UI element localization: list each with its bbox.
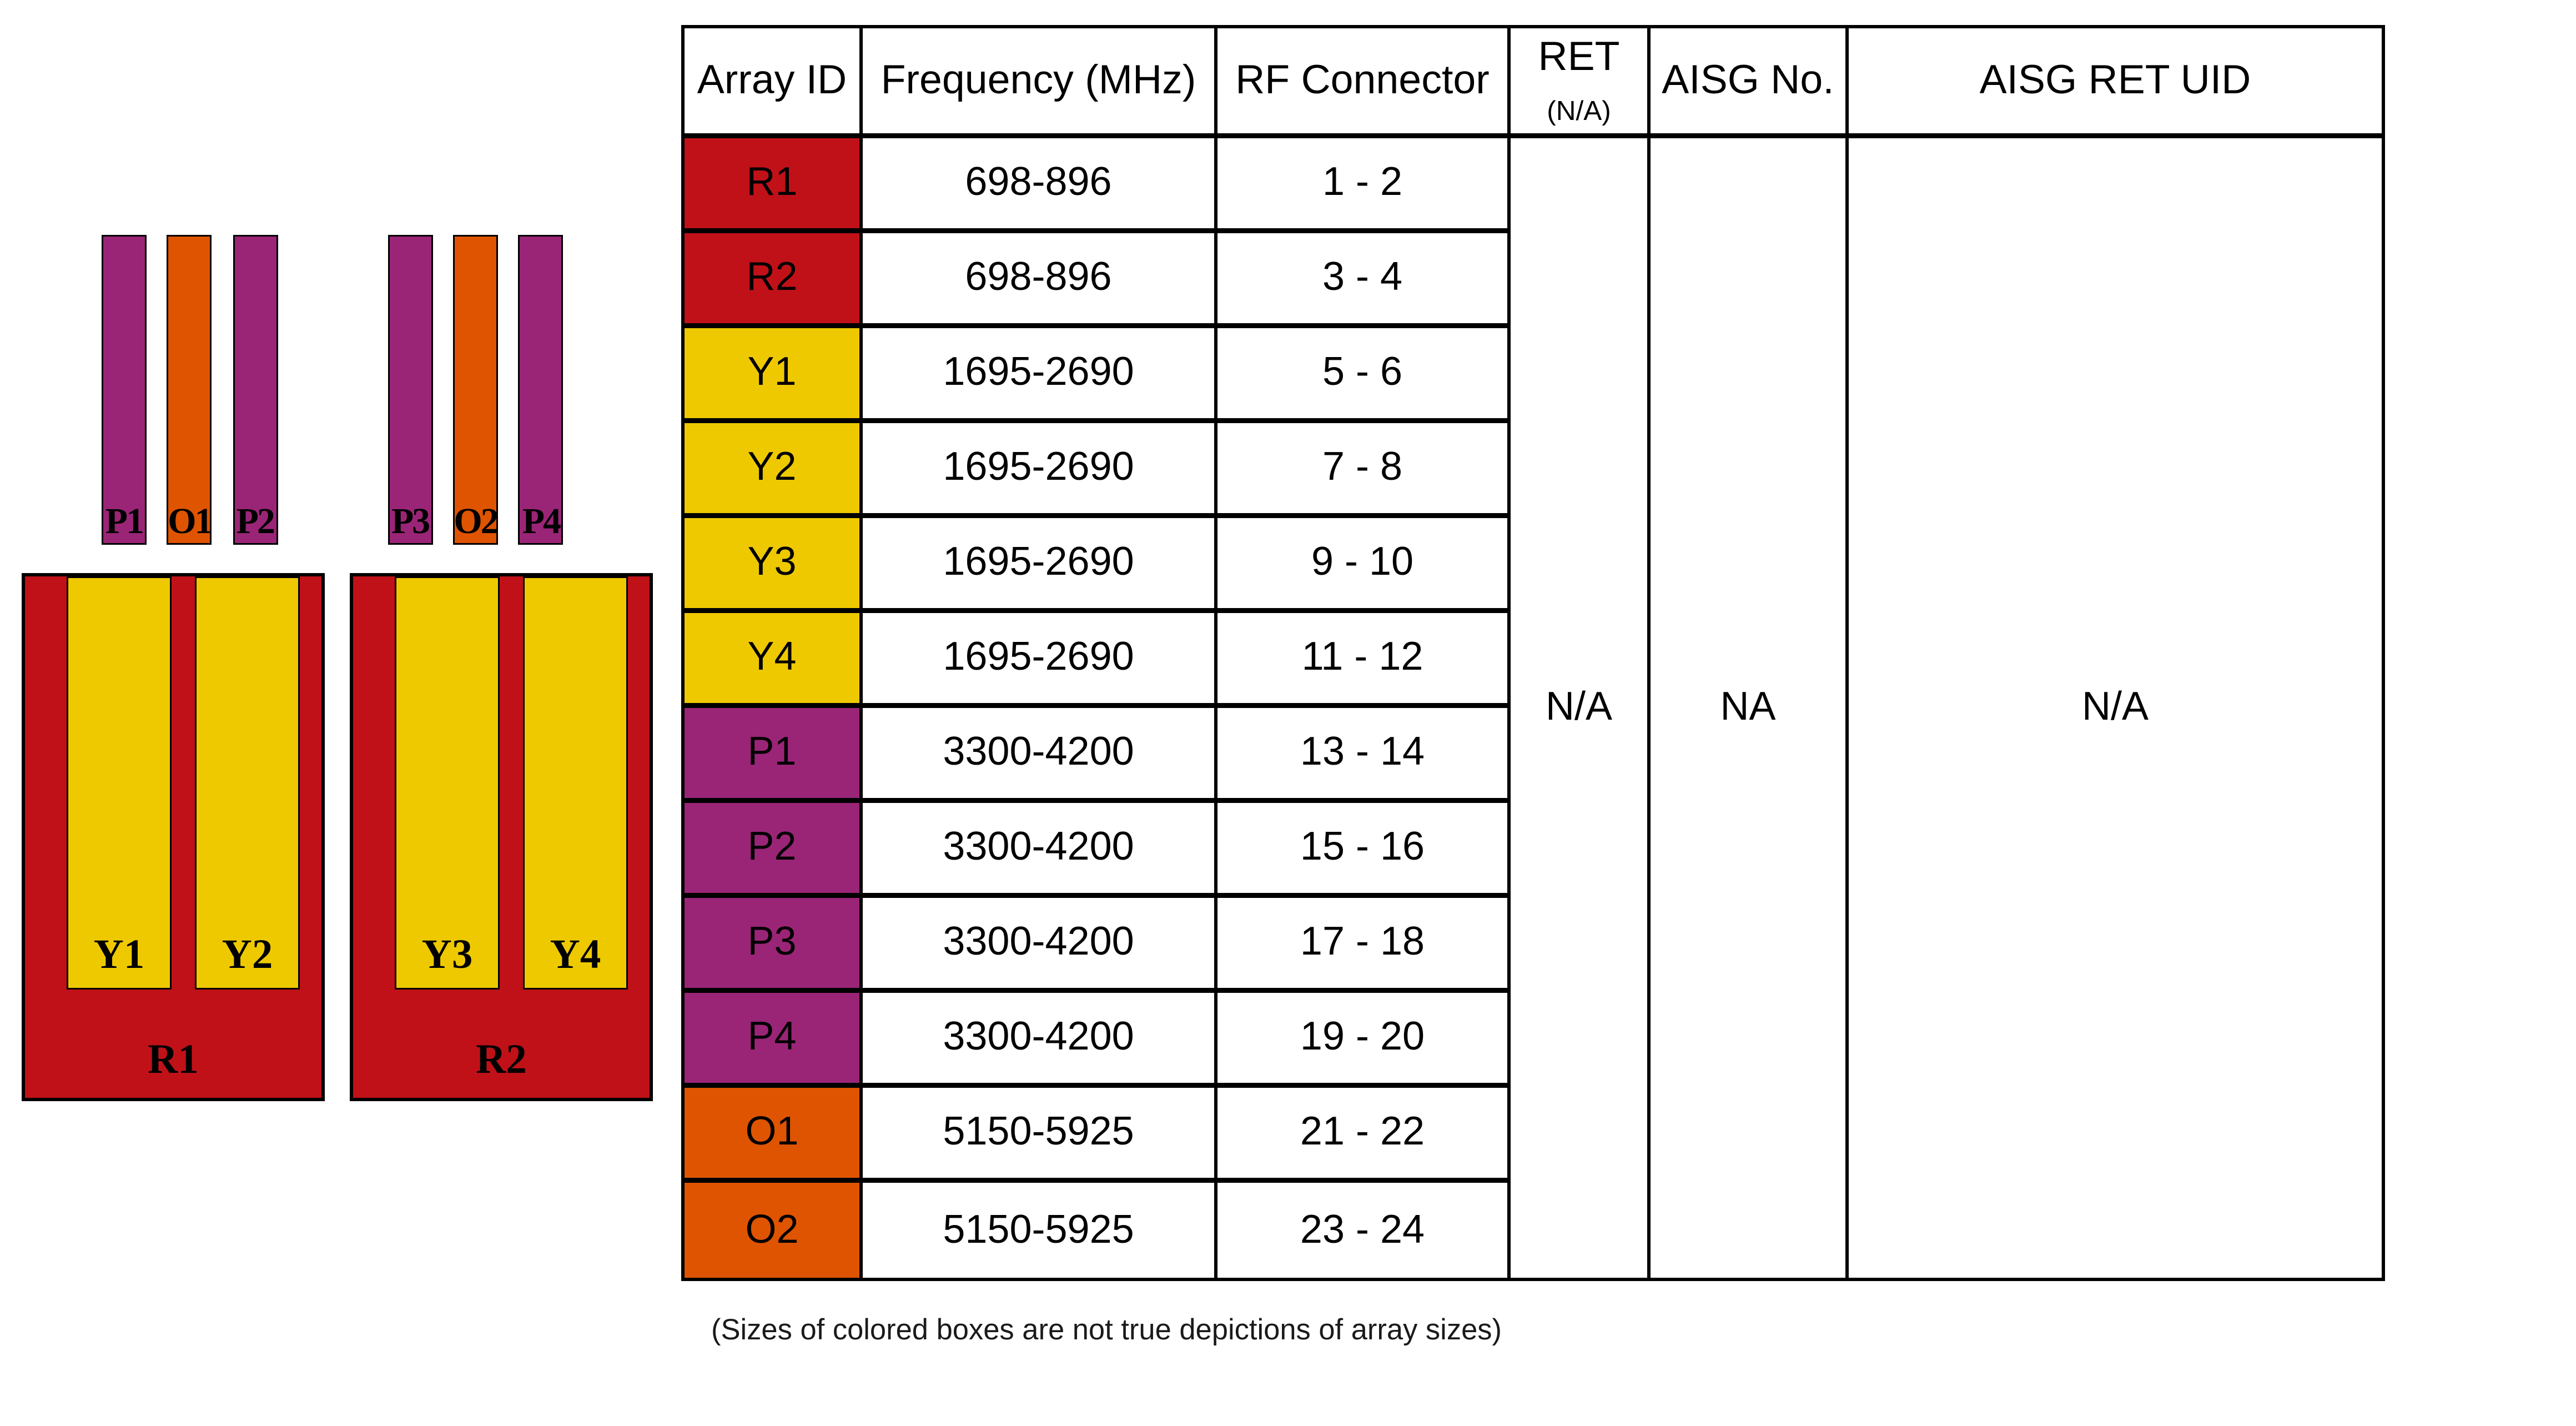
cell-rf-connector-P3: 17 - 18 bbox=[1217, 898, 1511, 993]
array-bar-label: P1 bbox=[105, 500, 144, 541]
array-box-y2: Y2 bbox=[195, 576, 300, 990]
cell-rf-connector-Y4: 11 - 12 bbox=[1217, 613, 1511, 708]
cell-array-id-Y2: Y2 bbox=[685, 423, 863, 518]
cell-rf-connector-P1: 13 - 14 bbox=[1217, 708, 1511, 803]
cell-frequency-P2: 3300-4200 bbox=[863, 803, 1217, 898]
array-box-y3: Y3 bbox=[395, 576, 500, 990]
cell-rf-connector-Y1: 5 - 6 bbox=[1217, 328, 1511, 423]
array-bar-p4: P4 bbox=[518, 235, 564, 545]
cell-frequency-O1: 5150-5925 bbox=[863, 1088, 1217, 1183]
array-bar-label: P3 bbox=[391, 500, 430, 541]
cell-array-id-O1: O1 bbox=[685, 1088, 863, 1183]
array-bar-o1: O1 bbox=[167, 235, 213, 545]
array-bar-label: O2 bbox=[454, 500, 499, 541]
cell-array-id-R2: R2 bbox=[685, 233, 863, 328]
cell-frequency-Y4: 1695-2690 bbox=[863, 613, 1217, 708]
merged-cell-aisg-ret-uid: N/A bbox=[2081, 685, 2149, 730]
cell-rf-connector-O2: 23 - 24 bbox=[1217, 1183, 1511, 1278]
header-aisg-ret-uid: AISG RET UID bbox=[1849, 28, 2382, 138]
cell-frequency-Y2: 1695-2690 bbox=[863, 423, 1217, 518]
array-spec-table: Array ID Frequency (MHz) RF Connector RE… bbox=[681, 25, 2385, 1281]
header-array-id: Array ID bbox=[685, 28, 863, 138]
cell-rf-connector-R1: 1 - 2 bbox=[1217, 138, 1511, 233]
cell-rf-connector-P4: 19 - 20 bbox=[1217, 993, 1511, 1088]
header-ret: RET (N/A) bbox=[1511, 28, 1651, 138]
header-rf-connector: RF Connector bbox=[1217, 28, 1511, 138]
array-box-label: Y2 bbox=[222, 933, 273, 978]
header-ret-sub: (N/A) bbox=[1547, 96, 1611, 126]
header-frequency: Frequency (MHz) bbox=[863, 28, 1217, 138]
cell-array-id-O2: O2 bbox=[685, 1183, 863, 1278]
cell-array-id-P3: P3 bbox=[685, 898, 863, 993]
cell-frequency-Y1: 1695-2690 bbox=[863, 328, 1217, 423]
array-bar-label: P2 bbox=[236, 500, 275, 541]
array-bar-p3: P3 bbox=[388, 235, 433, 545]
array-bar-p2: P2 bbox=[232, 235, 278, 545]
header-aisg-no: AISG No. bbox=[1651, 28, 1849, 138]
cell-frequency-O2: 5150-5925 bbox=[863, 1183, 1217, 1278]
cell-rf-connector-P2: 15 - 16 bbox=[1217, 803, 1511, 898]
cell-array-id-R1: R1 bbox=[685, 138, 863, 233]
array-box-label: Y1 bbox=[93, 933, 145, 978]
array-panel-label: R2 bbox=[476, 1038, 527, 1083]
cell-rf-connector-Y3: 9 - 10 bbox=[1217, 518, 1511, 613]
array-box-y4: Y4 bbox=[523, 576, 628, 990]
cell-array-id-P1: P1 bbox=[685, 708, 863, 803]
cell-array-id-Y4: Y4 bbox=[685, 613, 863, 708]
merged-cell-aisg-no: NA bbox=[1651, 138, 1849, 1278]
size-disclaimer-note: (Sizes of colored boxes are not true dep… bbox=[711, 1313, 1502, 1346]
array-box-y1: Y1 bbox=[67, 576, 172, 990]
header-ret-title: RET bbox=[1538, 34, 1620, 79]
cell-frequency-P4: 3300-4200 bbox=[863, 993, 1217, 1088]
array-bar-o2: O2 bbox=[453, 235, 499, 545]
cell-array-id-Y1: Y1 bbox=[685, 328, 863, 423]
array-box-label: Y3 bbox=[421, 933, 473, 978]
cell-frequency-P1: 3300-4200 bbox=[863, 708, 1217, 803]
cell-frequency-R1: 698-896 bbox=[863, 138, 1217, 233]
array-bar-label: O1 bbox=[168, 500, 213, 541]
array-bar-label: P4 bbox=[522, 500, 561, 541]
antenna-array-diagram: P1 O1 P2 P3 O2 P4 Y1 Y2 R1 Y3 Y4 R2 bbox=[0, 0, 683, 1426]
cell-frequency-Y3: 1695-2690 bbox=[863, 518, 1217, 613]
array-panel-r1: Y1 Y2 R1 bbox=[22, 573, 325, 1101]
cell-array-id-P4: P4 bbox=[685, 993, 863, 1088]
array-box-label: Y4 bbox=[550, 933, 601, 978]
array-panel-r2: Y3 Y4 R2 bbox=[350, 573, 653, 1101]
cell-array-id-P2: P2 bbox=[685, 803, 863, 898]
array-bar-p1: P1 bbox=[102, 235, 147, 545]
cell-array-id-Y3: Y3 bbox=[685, 518, 863, 613]
array-panel-label: R1 bbox=[148, 1038, 199, 1083]
cell-rf-connector-Y2: 7 - 8 bbox=[1217, 423, 1511, 518]
merged-cell-ret: N/A bbox=[1511, 138, 1651, 1278]
cell-rf-connector-R2: 3 - 4 bbox=[1217, 233, 1511, 328]
cell-frequency-P3: 3300-4200 bbox=[863, 898, 1217, 993]
cell-frequency-R2: 698-896 bbox=[863, 233, 1217, 328]
cell-rf-connector-O1: 21 - 22 bbox=[1217, 1088, 1511, 1183]
